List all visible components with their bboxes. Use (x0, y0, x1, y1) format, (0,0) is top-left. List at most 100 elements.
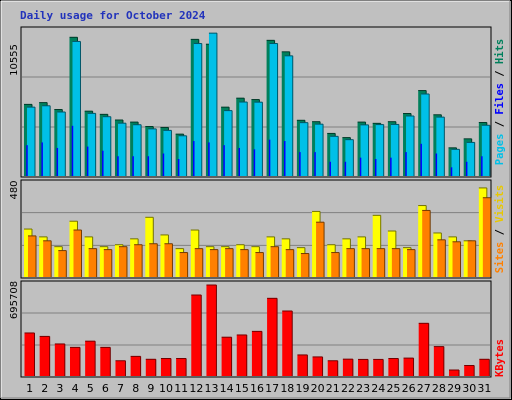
bar-pages-day-12-fill (193, 43, 202, 177)
bar-kbytes-day-27 (418, 322, 430, 376)
bar-pages-day-30 (466, 141, 476, 176)
bar-kbytes-day-21 (327, 360, 339, 376)
x-tick-label: 31 (477, 382, 491, 395)
bar-kbytes-day-5 (85, 340, 96, 376)
bar-sites-day-26 (407, 249, 416, 277)
bar-sites-day-17 (270, 246, 280, 277)
bar-sites-day-23 (361, 248, 371, 277)
bar-kbytes-day-22-fill (342, 359, 353, 376)
bar-pages-day-13 (208, 32, 218, 176)
bar-sites-day-15 (240, 249, 249, 277)
bar-kbytes-day-23-fill (358, 359, 369, 376)
bar-kbytes-day-4 (69, 346, 81, 376)
bar-sites-day-6 (103, 249, 113, 277)
bar-sites-day-3-fill (58, 250, 67, 277)
bar-sites-day-11-fill (179, 252, 188, 277)
x-tick-label: 29 (447, 382, 461, 395)
bar-sites-day-3 (58, 250, 67, 277)
bar-pages-day-25 (390, 123, 400, 176)
bar-kbytes-day-11-fill (176, 358, 187, 376)
bar-pages-day-26-fill (406, 115, 415, 176)
bar-kbytes-day-14-fill (221, 337, 232, 376)
x-tick-label: 5 (87, 382, 94, 395)
legend-pages: Pages (494, 134, 506, 166)
bar-pages-day-9 (148, 128, 157, 176)
bar-kbytes-day-21-fill (327, 360, 338, 376)
bar-kbytes-day-24-fill (373, 359, 384, 376)
bar-sites-day-22-fill (346, 248, 355, 277)
bar-pages-day-30-fill (466, 142, 475, 176)
bar-kbytes-day-16 (251, 330, 263, 376)
bar-kbytes-day-29 (449, 369, 460, 376)
bar-pages-day-3-fill (57, 111, 66, 176)
bar-sites-day-1-fill (28, 235, 36, 277)
bar-pages-day-6-fill (102, 116, 111, 176)
bar-pages-day-20 (315, 123, 324, 176)
bar-pages-day-2-fill (42, 105, 51, 176)
bar-kbytes-day-17 (267, 297, 278, 376)
bar-sites-day-5 (88, 248, 98, 277)
bar-sites-day-24-fill (376, 248, 385, 277)
legend-kbytes: KBytes (494, 339, 506, 377)
legend-files: Files (494, 83, 506, 115)
bar-sites-day-7-fill (118, 246, 127, 277)
legend-hits-files-pages: Pages / Files / Hits (494, 39, 506, 165)
bar-kbytes-day-6-fill (100, 347, 111, 376)
bar-sites-day-9-fill (149, 243, 158, 277)
x-tick-label: 24 (371, 382, 385, 395)
bar-pages-day-11 (178, 135, 188, 176)
bar-sites-day-14-fill (225, 248, 234, 277)
bar-sites-day-17-fill (270, 246, 279, 277)
bar-kbytes-day-1-fill (24, 332, 35, 376)
bar-pages-day-5 (87, 112, 97, 176)
bar-pages-day-21-fill (330, 136, 339, 176)
bar-pages-day-22-fill (345, 139, 354, 176)
bar-sites-day-2-fill (43, 240, 52, 277)
bar-sites-day-22 (346, 248, 355, 277)
legend-separator: / (494, 223, 506, 242)
bar-pages-day-29 (451, 148, 461, 176)
bar-pages-day-17 (269, 43, 279, 177)
bar-kbytes-day-9-fill (145, 359, 156, 376)
bar-pages-day-21 (330, 135, 339, 176)
x-tick-label: 7 (117, 382, 124, 395)
bar-sites-day-7 (118, 246, 128, 277)
bar-sites-day-11 (179, 252, 189, 277)
bar-kbytes-day-15 (236, 334, 248, 376)
bar-sites-day-19-fill (300, 253, 309, 277)
bar-sites-day-16-fill (255, 252, 264, 277)
x-tick-label: 15 (235, 382, 249, 395)
bar-sites-day-12-fill (194, 248, 203, 277)
x-tick-label: 16 (250, 382, 264, 395)
bar-kbytes-day-10 (160, 357, 172, 376)
legend-sites: Sites (494, 242, 506, 274)
bar-kbytes-day-13-fill (206, 285, 217, 376)
bar-kbytes-day-6 (100, 346, 111, 376)
bar-pages-day-23-fill (360, 124, 369, 176)
x-tick-label: 2 (41, 382, 48, 395)
bar-pages-day-1-fill (27, 107, 35, 176)
x-tick-label: 21 (326, 382, 340, 395)
bar-pages-day-7 (117, 122, 127, 176)
bar-pages-day-15-fill (239, 102, 248, 176)
bar-kbytes-day-16-fill (251, 331, 262, 376)
bar-kbytes-day-11 (176, 357, 187, 376)
legend-separator: / (494, 64, 506, 83)
bar-sites-day-10-fill (164, 243, 173, 277)
bar-pages-day-1 (27, 106, 36, 176)
bar-pages-day-25-fill (390, 124, 399, 176)
bar-pages-day-27 (421, 93, 430, 176)
x-tick-label: 30 (462, 382, 476, 395)
bar-sites-day-25 (391, 248, 401, 277)
bar-sites-day-18 (285, 249, 295, 277)
bar-kbytes-day-20-fill (312, 356, 323, 376)
x-tick-labels: 1 2 3 4 5 6 7 8 9 10 11 12 13 14 15 16 17 18 19 20 21 22 23 24 2… (26, 382, 491, 395)
legend-sites-visits: Sites / Visits (494, 185, 506, 274)
bar-kbytes-day-15-fill (236, 334, 247, 376)
bar-sites-day-8 (134, 244, 143, 277)
x-tick-label: 8 (132, 382, 139, 395)
bar-sites-day-31 (482, 197, 492, 277)
bar-kbytes-day-12 (191, 294, 202, 376)
bar-kbytes-day-30 (464, 364, 475, 376)
bar-kbytes-day-13 (206, 284, 217, 376)
